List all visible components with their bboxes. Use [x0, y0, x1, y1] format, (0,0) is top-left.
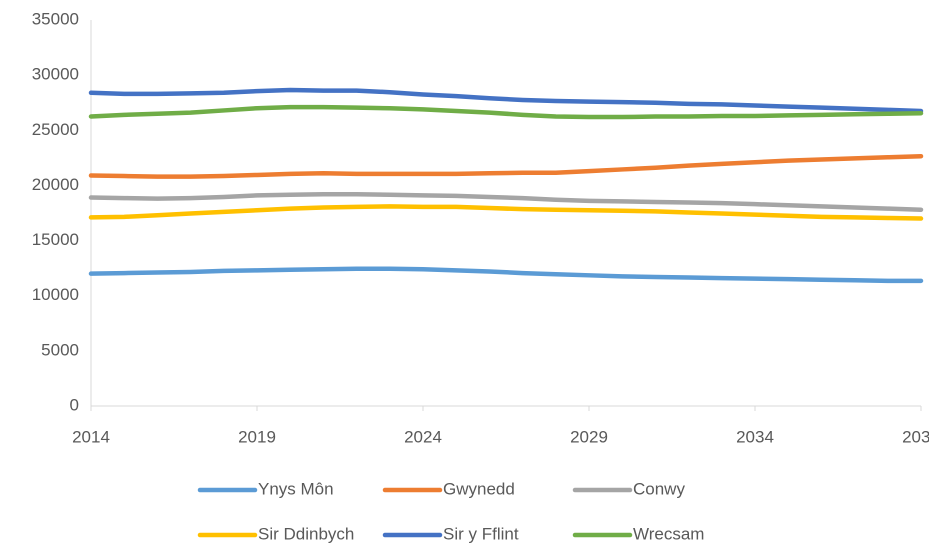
x-tick-label: 2029 [570, 427, 608, 446]
x-tick-label: 2014 [72, 427, 110, 446]
x-tick-label: 2039 [902, 427, 929, 446]
y-tick-label: 20000 [32, 175, 79, 194]
y-tick-label: 0 [70, 395, 79, 414]
legend-label: Wrecsam [633, 524, 704, 543]
series-line [88, 87, 924, 114]
legend-label: Ynys Môn [258, 479, 334, 498]
series-line [88, 204, 924, 221]
y-tick-label: 30000 [32, 65, 79, 84]
y-tick-label: 15000 [32, 230, 79, 249]
legend-label: Gwynedd [443, 479, 515, 498]
legend-label: Sir y Fflint [443, 524, 519, 543]
series-line [88, 104, 924, 120]
y-tick-label: 5000 [41, 340, 79, 359]
x-tick-label: 2019 [238, 427, 276, 446]
legend-label: Sir Ddinbych [258, 524, 354, 543]
y-tick-label: 25000 [32, 120, 79, 139]
x-tick-label: 2024 [404, 427, 442, 446]
legend-label: Conwy [633, 479, 685, 498]
y-tick-label: 35000 [32, 9, 79, 28]
series-line [88, 266, 924, 284]
series-line [88, 192, 924, 212]
series-line [88, 153, 924, 179]
y-tick-label: 10000 [32, 285, 79, 304]
x-tick-label: 2034 [736, 427, 774, 446]
